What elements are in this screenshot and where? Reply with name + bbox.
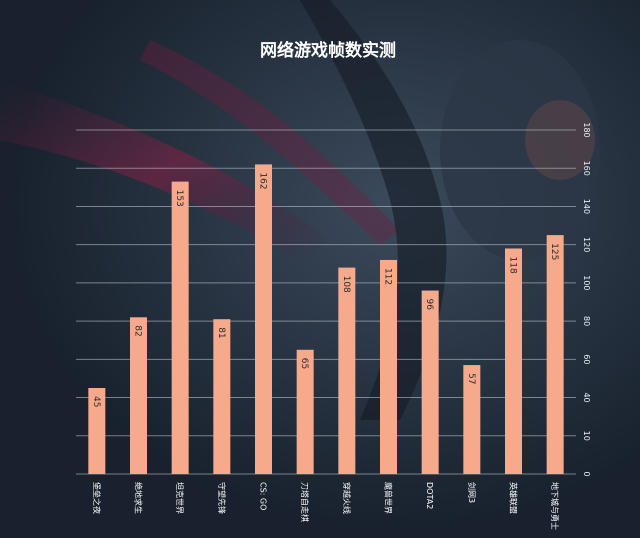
bar — [255, 164, 272, 474]
bar-value-label: 162 — [258, 172, 268, 189]
bar — [338, 267, 356, 474]
y-tick-label: 100 — [582, 275, 591, 290]
y-tick-label: 40 — [582, 392, 591, 402]
category-label: 守望先锋 — [217, 482, 227, 514]
y-tick-label: 60 — [582, 354, 591, 364]
bar-value-label: 81 — [216, 327, 226, 338]
category-label: 刀塔自走棋 — [300, 482, 310, 522]
data-labels: 45 82 153 81 162 65 108 112 96 57 118 125 — [91, 172, 559, 407]
bar-value-label: 57 — [466, 373, 476, 384]
bar — [296, 349, 314, 474]
category-label: 穿越火线 — [342, 482, 352, 514]
y-tick-label: 180 — [582, 122, 591, 137]
chart-title: 网络游戏帧数实测 — [260, 40, 396, 61]
y-tick-label: 80 — [582, 316, 591, 326]
bar-value-label: 125 — [549, 243, 559, 260]
bar — [505, 248, 522, 474]
y-tick-label: 0 — [582, 471, 591, 476]
y-axis-ticks: 0 10 40 60 80 100 120 140 160 180 — [582, 122, 591, 476]
category-label: 魔兽世界 — [384, 482, 394, 514]
bar-value-label: 118 — [508, 256, 518, 273]
category-labels: 堡垒之夜 绝地求生 坦克世界 守望先锋 CS: GO 刀塔自走棋 穿越火线 魔兽世界 DOTA2… — [92, 482, 560, 530]
category-label: 坦克世界 — [175, 482, 185, 514]
bar — [171, 181, 189, 474]
bar-value-label: 65 — [299, 358, 309, 369]
category-label: 地下城与勇士 — [550, 482, 560, 530]
category-label: 剑网3 — [467, 482, 477, 503]
bar-value-label: 108 — [341, 276, 351, 293]
category-label: 英雄联盟 — [509, 482, 519, 514]
bar — [88, 388, 106, 474]
category-label: 堡垒之夜 — [92, 482, 102, 514]
category-label: 绝地求生 — [134, 482, 144, 514]
y-tick-label: 140 — [582, 199, 591, 214]
y-tick-label: 120 — [582, 237, 591, 252]
bar — [463, 365, 481, 474]
bar — [546, 235, 564, 474]
bar-value-label: 45 — [91, 396, 101, 407]
gridlines — [76, 129, 576, 475]
bar-value-label: 153 — [174, 190, 184, 207]
y-tick-label: 160 — [582, 161, 591, 176]
bar — [380, 259, 397, 474]
category-label: DOTA2 — [425, 482, 434, 509]
category-label: CS: GO — [259, 482, 268, 510]
bar-value-label: 96 — [424, 299, 434, 311]
bar — [213, 319, 231, 474]
y-tick-label: 10 — [582, 431, 591, 441]
bar — [421, 290, 439, 474]
bar-value-label: 112 — [383, 268, 393, 285]
bar — [130, 317, 147, 474]
bars — [88, 164, 564, 474]
bar-value-label: 82 — [133, 325, 143, 336]
